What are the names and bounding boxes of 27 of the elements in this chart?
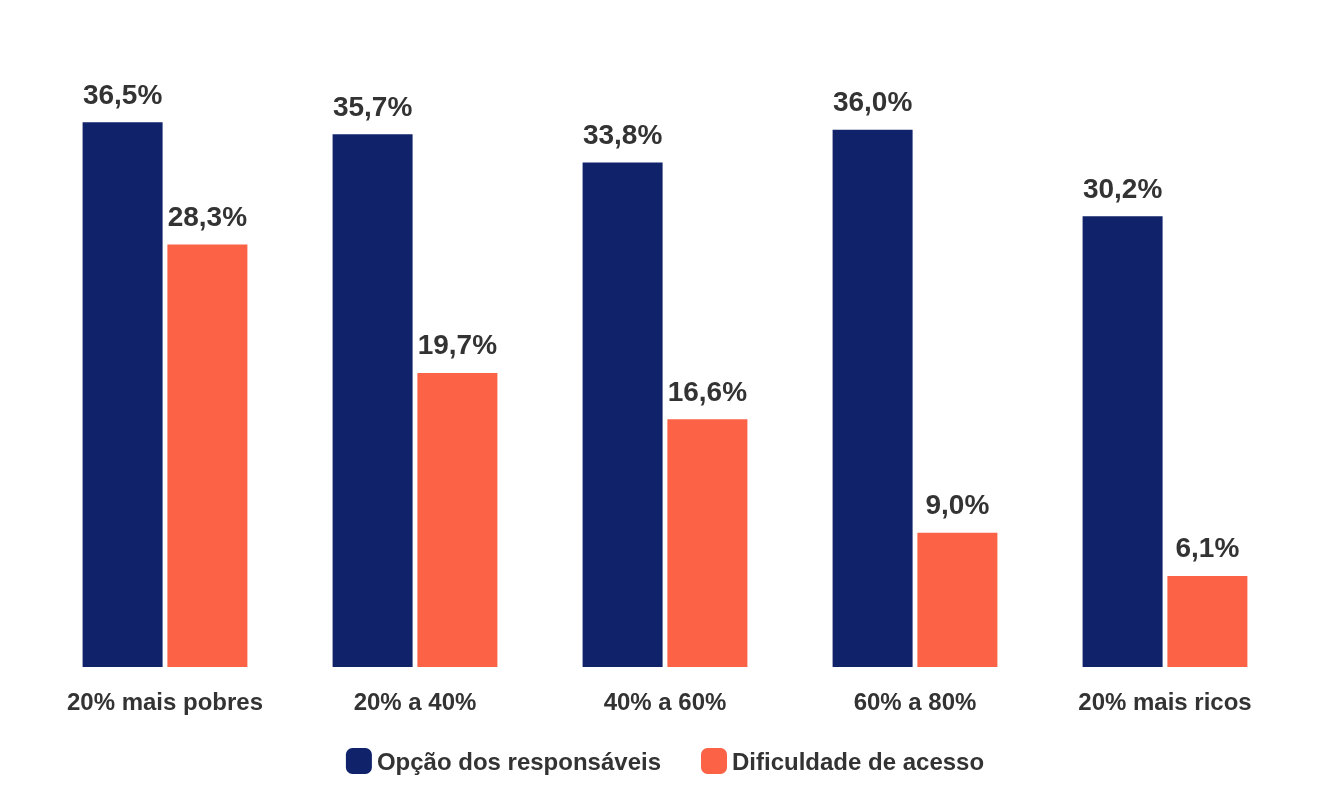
data-label: 35,7% [332, 90, 413, 122]
data-label: 19,7% [417, 329, 498, 361]
data-label: 36,0% [832, 86, 913, 118]
legend-label: Dificuldade de acesso [732, 747, 985, 775]
data-label: 28,3% [167, 201, 248, 233]
x-tick-label: 20% a 40% [353, 687, 477, 715]
data-label: 6,1% [1175, 532, 1240, 564]
bar [917, 532, 998, 667]
bar [417, 372, 498, 667]
bar [332, 134, 413, 667]
bar [82, 122, 163, 667]
data-label: 16,6% [667, 375, 748, 407]
bar [832, 129, 913, 667]
x-tick-label: 20% mais pobres [66, 687, 264, 715]
x-tick-label: 20% mais ricos [1078, 687, 1252, 715]
bar [1082, 216, 1163, 667]
x-tick-label: 60% a 80% [853, 687, 977, 715]
bar [667, 419, 748, 667]
bar [1167, 575, 1248, 667]
data-label: 9,0% [925, 489, 990, 521]
bar [582, 162, 663, 667]
data-label: 33,8% [582, 119, 663, 151]
data-label: 36,5% [82, 78, 163, 110]
x-tick-label: 40% a 60% [603, 687, 727, 715]
bar [167, 244, 248, 667]
data-label: 30,2% [1082, 172, 1163, 204]
legend-label: Opção dos responsáveis [376, 747, 662, 775]
